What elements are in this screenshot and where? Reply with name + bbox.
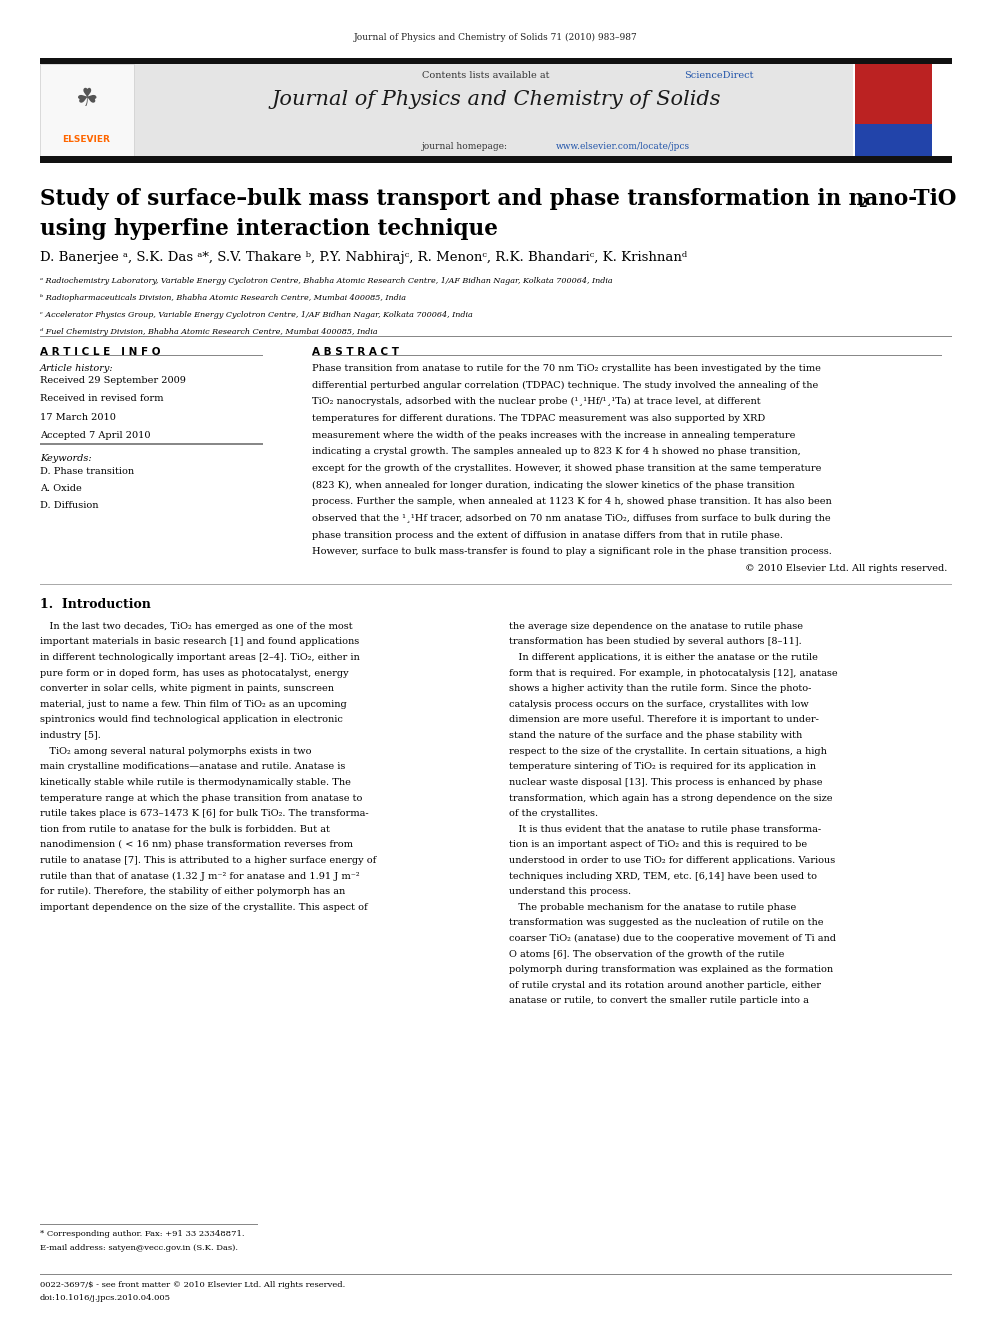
Text: in different technologically important areas [2–4]. TiO₂, either in: in different technologically important a… — [40, 654, 359, 662]
Text: the average size dependence on the anatase to rutile phase: the average size dependence on the anata… — [509, 622, 803, 631]
Text: Received in revised form: Received in revised form — [40, 394, 163, 404]
Text: nuclear waste disposal [13]. This process is enhanced by phase: nuclear waste disposal [13]. This proces… — [509, 778, 822, 787]
Text: Journal of Physics and Chemistry of Solids: Journal of Physics and Chemistry of Soli… — [271, 90, 721, 108]
Text: The probable mechanism for the anatase to rutile phase: The probable mechanism for the anatase t… — [509, 902, 797, 912]
Text: transformation has been studied by several authors [8–11].: transformation has been studied by sever… — [509, 638, 802, 647]
Text: 2: 2 — [858, 197, 867, 210]
Text: O atoms [6]. The observation of the growth of the rutile: O atoms [6]. The observation of the grow… — [509, 950, 785, 959]
Text: transformation, which again has a strong dependence on the size: transformation, which again has a strong… — [509, 794, 832, 803]
Text: material, just to name a few. Thin film of TiO₂ as an upcoming: material, just to name a few. Thin film … — [40, 700, 346, 709]
Text: ᵈ Fuel Chemistry Division, Bhabha Atomic Research Centre, Mumbai 400085, India: ᵈ Fuel Chemistry Division, Bhabha Atomic… — [40, 328, 377, 336]
Text: anatase or rutile, to convert the smaller rutile particle into a: anatase or rutile, to convert the smalle… — [509, 996, 808, 1005]
Text: A. Oxide: A. Oxide — [40, 484, 81, 493]
Text: kinetically stable while rutile is thermodynamically stable. The: kinetically stable while rutile is therm… — [40, 778, 350, 787]
Text: (823 K), when annealed for longer duration, indicating the slower kinetics of th: (823 K), when annealed for longer durati… — [312, 480, 796, 490]
Text: temperatures for different durations. The TDPAC measurement was also supported b: temperatures for different durations. Th… — [312, 414, 766, 423]
Text: industry [5].: industry [5]. — [40, 732, 100, 740]
Text: doi:10.1016/j.jpcs.2010.04.005: doi:10.1016/j.jpcs.2010.04.005 — [40, 1294, 171, 1302]
Text: important materials in basic research [1] and found applications: important materials in basic research [1… — [40, 638, 359, 647]
Text: differential perturbed angular correlation (TDPAC) technique. The study involved: differential perturbed angular correlati… — [312, 381, 818, 389]
Text: of the crystallites.: of the crystallites. — [509, 810, 598, 818]
Text: for rutile). Therefore, the stability of either polymorph has an: for rutile). Therefore, the stability of… — [40, 888, 345, 896]
Text: main crystalline modifications—anatase and rutile. Anatase is: main crystalline modifications—anatase a… — [40, 762, 345, 771]
Text: dimension are more useful. Therefore it is important to under-: dimension are more useful. Therefore it … — [509, 716, 818, 725]
Text: rutile to anatase [7]. This is attributed to a higher surface energy of: rutile to anatase [7]. This is attribute… — [40, 856, 376, 865]
Bar — [855, 64, 932, 124]
Text: Study of surface–bulk mass transport and phase transformation in nano-TiO: Study of surface–bulk mass transport and… — [40, 188, 956, 210]
Text: pure form or in doped form, has uses as photocatalyst, energy: pure form or in doped form, has uses as … — [40, 668, 348, 677]
Text: understand this process.: understand this process. — [509, 888, 631, 896]
Text: tion is an important aspect of TiO₂ and this is required to be: tion is an important aspect of TiO₂ and … — [509, 840, 807, 849]
Text: converter in solar cells, white pigment in paints, sunscreen: converter in solar cells, white pigment … — [40, 684, 333, 693]
Text: © 2010 Elsevier Ltd. All rights reserved.: © 2010 Elsevier Ltd. All rights reserved… — [745, 564, 947, 573]
Text: 1.  Introduction: 1. Introduction — [40, 598, 151, 611]
Text: www.elsevier.com/locate/jpcs: www.elsevier.com/locate/jpcs — [556, 142, 689, 151]
Text: shows a higher activity than the rutile form. Since the photo-: shows a higher activity than the rutile … — [509, 684, 811, 693]
Text: Keywords:: Keywords: — [40, 454, 91, 463]
Text: In the last two decades, TiO₂ has emerged as one of the most: In the last two decades, TiO₂ has emerge… — [40, 622, 352, 631]
Text: understood in order to use TiO₂ for different applications. Various: understood in order to use TiO₂ for diff… — [509, 856, 835, 865]
Text: measurement where the width of the peaks increases with the increase in annealin: measurement where the width of the peaks… — [312, 430, 796, 439]
Text: ᶜ Accelerator Physics Group, Variable Energy Cyclotron Centre, 1/AF Bidhan Nagar: ᶜ Accelerator Physics Group, Variable En… — [40, 311, 472, 319]
Text: 17 March 2010: 17 March 2010 — [40, 413, 115, 422]
Bar — [40, 156, 952, 163]
Text: using hyperfine interaction technique: using hyperfine interaction technique — [40, 218, 498, 241]
Text: In different applications, it is either the anatase or the rutile: In different applications, it is either … — [509, 654, 817, 662]
Text: observed that the ¹¸¹Hf tracer, adsorbed on 70 nm anatase TiO₂, diffuses from su: observed that the ¹¸¹Hf tracer, adsorbed… — [312, 513, 831, 523]
Text: form that is required. For example, in photocatalysis [12], anatase: form that is required. For example, in p… — [509, 668, 837, 677]
Text: temperature sintering of TiO₂ is required for its application in: temperature sintering of TiO₂ is require… — [509, 762, 815, 771]
Bar — [855, 124, 932, 156]
Text: coarser TiO₂ (anatase) due to the cooperative movement of Ti and: coarser TiO₂ (anatase) due to the cooper… — [509, 934, 836, 943]
Text: ᵇ Radiopharmaceuticals Division, Bhabha Atomic Research Centre, Mumbai 400085, I: ᵇ Radiopharmaceuticals Division, Bhabha … — [40, 294, 406, 302]
Text: Phase transition from anatase to rutile for the 70 nm TiO₂ crystallite has been : Phase transition from anatase to rutile … — [312, 364, 821, 373]
Text: However, surface to bulk mass-transfer is found to play a significant role in th: However, surface to bulk mass-transfer i… — [312, 548, 832, 556]
Text: Received 29 September 2009: Received 29 September 2009 — [40, 376, 186, 385]
Text: * Corresponding author. Fax: +91 33 23348871.: * Corresponding author. Fax: +91 33 2334… — [40, 1230, 244, 1238]
Bar — [134, 64, 853, 156]
Text: ELSEVIER: ELSEVIER — [62, 135, 110, 144]
Bar — [40, 58, 952, 64]
Text: tion from rutile to anatase for the bulk is forbidden. But at: tion from rutile to anatase for the bulk… — [40, 824, 329, 833]
Text: respect to the size of the crystallite. In certain situations, a high: respect to the size of the crystallite. … — [509, 746, 826, 755]
Text: catalysis process occurs on the surface, crystallites with low: catalysis process occurs on the surface,… — [509, 700, 808, 709]
Text: journal homepage:: journal homepage: — [422, 142, 511, 151]
Text: rutile takes place is 673–1473 K [6] for bulk TiO₂. The transforma-: rutile takes place is 673–1473 K [6] for… — [40, 810, 368, 818]
Text: stand the nature of the surface and the phase stability with: stand the nature of the surface and the … — [509, 732, 803, 740]
Text: ☘: ☘ — [75, 87, 97, 111]
Text: spintronics would find technological application in electronic: spintronics would find technological app… — [40, 716, 342, 725]
Text: process. Further the sample, when annealed at 1123 K for 4 h, showed phase trans: process. Further the sample, when anneal… — [312, 497, 832, 507]
Text: D. Phase transition: D. Phase transition — [40, 467, 134, 476]
Text: indicating a crystal growth. The samples annealed up to 823 K for 4 h showed no : indicating a crystal growth. The samples… — [312, 447, 802, 456]
Text: D. Diffusion: D. Diffusion — [40, 501, 98, 511]
Text: It is thus evident that the anatase to rutile phase transforma-: It is thus evident that the anatase to r… — [509, 824, 821, 833]
Text: A R T I C L E   I N F O: A R T I C L E I N F O — [40, 347, 160, 357]
Text: nanodimension ( < 16 nm) phase transformation reverses from: nanodimension ( < 16 nm) phase transform… — [40, 840, 353, 849]
Text: Contents lists available at: Contents lists available at — [422, 71, 553, 81]
Text: techniques including XRD, TEM, etc. [6,14] have been used to: techniques including XRD, TEM, etc. [6,1… — [509, 872, 816, 881]
Text: important dependence on the size of the crystallite. This aspect of: important dependence on the size of the … — [40, 902, 367, 912]
Text: Journal of Physics and Chemistry of Solids 71 (2010) 983–987: Journal of Physics and Chemistry of Soli… — [354, 33, 638, 42]
Text: except for the growth of the crystallites. However, it showed phase transition a: except for the growth of the crystallite… — [312, 464, 821, 472]
Text: phase transition process and the extent of diffusion in anatase differs from tha: phase transition process and the extent … — [312, 531, 784, 540]
Text: Accepted 7 April 2010: Accepted 7 April 2010 — [40, 431, 150, 441]
Text: A B S T R A C T: A B S T R A C T — [312, 347, 400, 357]
Text: D. Banerjee ᵃ, S.K. Das ᵃ*, S.V. Thakare ᵇ, P.Y. Nabhirajᶜ, R. Menonᶜ, R.K. Bhan: D. Banerjee ᵃ, S.K. Das ᵃ*, S.V. Thakare… — [40, 251, 686, 265]
Text: temperature range at which the phase transition from anatase to: temperature range at which the phase tra… — [40, 794, 362, 803]
Text: TiO₂ among several natural polymorphs exists in two: TiO₂ among several natural polymorphs ex… — [40, 746, 311, 755]
Text: transformation was suggested as the nucleation of rutile on the: transformation was suggested as the nucl… — [509, 918, 823, 927]
Text: rutile than that of anatase (1.32 J m⁻² for anatase and 1.91 J m⁻²: rutile than that of anatase (1.32 J m⁻² … — [40, 872, 359, 881]
Text: of rutile crystal and its rotation around another particle, either: of rutile crystal and its rotation aroun… — [509, 980, 821, 990]
Bar — [40, 64, 134, 156]
Text: ScienceDirect: ScienceDirect — [684, 71, 754, 81]
Text: TiO₂ nanocrystals, adsorbed with the nuclear probe (¹¸¹Hf/¹¸¹Ta) at trace level,: TiO₂ nanocrystals, adsorbed with the nuc… — [312, 397, 761, 406]
Text: ᵃ Radiochemistry Laboratory, Variable Energy Cyclotron Centre, Bhabha Atomic Res: ᵃ Radiochemistry Laboratory, Variable En… — [40, 277, 612, 284]
Text: polymorph during transformation was explained as the formation: polymorph during transformation was expl… — [509, 966, 833, 974]
Text: E-mail address: satyen@vecc.gov.in (S.K. Das).: E-mail address: satyen@vecc.gov.in (S.K.… — [40, 1244, 238, 1252]
Text: 0022-3697/$ - see front matter © 2010 Elsevier Ltd. All rights reserved.: 0022-3697/$ - see front matter © 2010 El… — [40, 1281, 345, 1289]
Text: Article history:: Article history: — [40, 364, 113, 373]
